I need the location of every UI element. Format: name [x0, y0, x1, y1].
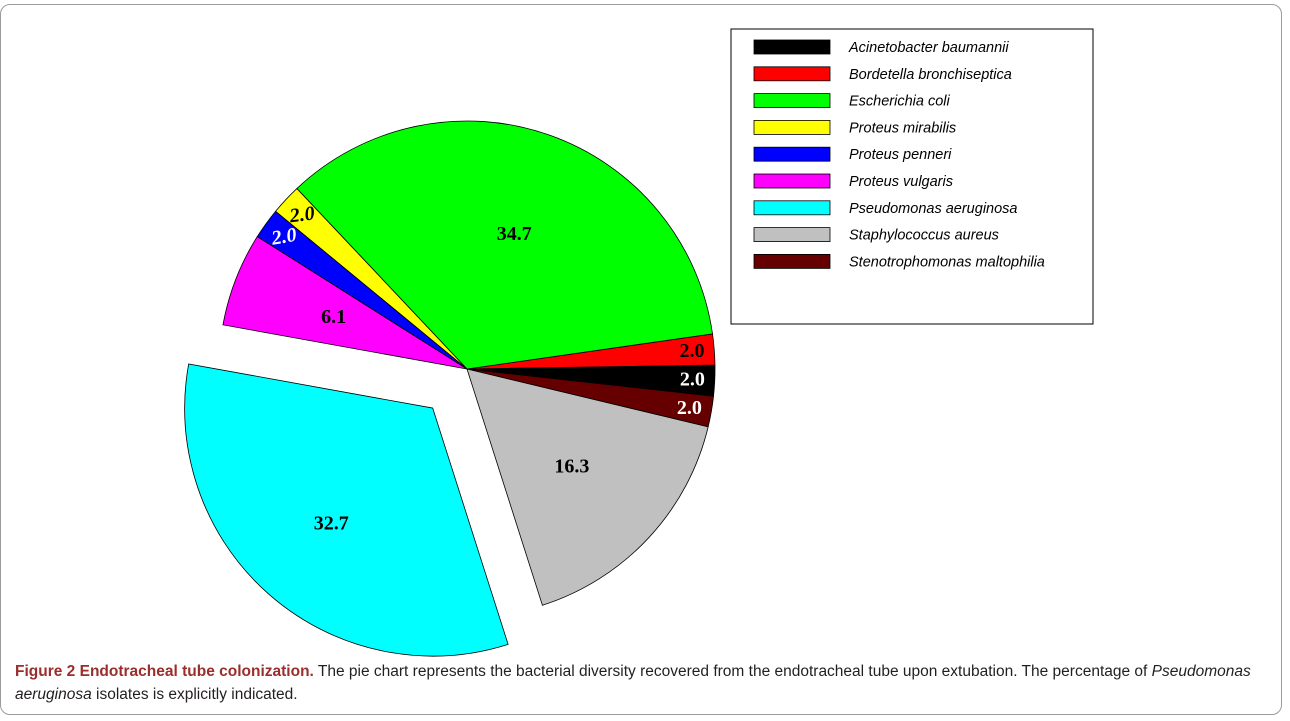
- legend-label-stenotrophomonas-maltophilia: Stenotrophomonas maltophilia: [849, 254, 1045, 270]
- pie-slice-labels: 2.02.02.034.72.02.06.132.716.3: [269, 202, 705, 534]
- legend-swatch-proteus-vulgaris: [753, 173, 831, 189]
- slice-value-label-staphylococcus-aureus: 16.3: [554, 455, 589, 477]
- legend-swatch-acinetobacter-baumannii: [753, 39, 831, 55]
- pie-slice-escherichia-coli: [296, 120, 713, 370]
- figure-frame: 2.0 2.0 2.0 34.7 2.0 2.0 6.1 32.7 16.3 Acinetoba…: [0, 4, 1282, 715]
- legend-label-escherichia-coli: Escherichia coli: [849, 94, 951, 110]
- figure-caption: Figure 2 Endotracheal tube colonization.…: [15, 660, 1277, 706]
- legend-swatch-escherichia-coli: [753, 93, 831, 108]
- slice-value-label-proteus-mirabilis: 2.0: [287, 202, 316, 227]
- legend-swatch-proteus-mirabilis: [753, 120, 831, 135]
- legend-swatch-stenotrophomonas-maltophilia: [753, 253, 831, 269]
- legend-label-proteus-mirabilis: Proteus mirabilis: [849, 120, 956, 136]
- legend-swatch-proteus-penneri: [753, 146, 831, 162]
- legend-label-bordetella-bronchiseptica: Bordetella bronchiseptica: [849, 67, 1012, 83]
- slice-value-label-pseudomonas-aeruginosa: 32.7: [314, 513, 349, 535]
- caption-text-after: isolates is explicitly indicated.: [96, 686, 298, 703]
- legend-swatch-bordetella-bronchiseptica: [753, 66, 831, 82]
- slice-value-label-proteus-vulgaris: 6.1: [321, 306, 346, 328]
- legend-swatch-pseudomonas-aeruginosa: [753, 200, 831, 216]
- pie-slice-pseudomonas-aeruginosa: [184, 363, 509, 657]
- legend-label-proteus-vulgaris: Proteus vulgaris: [849, 174, 953, 190]
- pie-chart: 2.02.02.034.72.02.06.132.716.3 Acinetoba…: [184, 28, 1094, 657]
- legend-items: Acinetobacter baumannii Bordetella bronch…: [753, 39, 1045, 270]
- pie-slice-proteus-vulgaris: [222, 236, 468, 370]
- legend: Acinetobacter baumannii Bordetella bronch…: [730, 28, 1094, 325]
- caption-label: Figure 2: [15, 663, 76, 680]
- slice-value-label-stenotrophomonas-maltophilia: 2.0: [677, 397, 702, 419]
- caption-text-before: The pie chart represents the bacterial d…: [317, 663, 1148, 680]
- legend-label-staphylococcus-aureus: Staphylococcus aureus: [849, 228, 999, 244]
- slice-value-label-bordetella-bronchiseptica: 2.0: [679, 340, 704, 362]
- legend-label-proteus-penneri: Proteus penneri: [849, 147, 952, 163]
- pie-slices: [184, 120, 716, 657]
- caption-title: Endotracheal tube colonization.: [79, 663, 314, 680]
- slice-value-label-proteus-penneri: 2.0: [269, 224, 298, 250]
- legend-label-pseudomonas-aeruginosa: Pseudomonas aeruginosa: [849, 201, 1017, 217]
- legend-label-acinetobacter-baumannii: Acinetobacter baumannii: [848, 40, 1009, 56]
- slice-value-label-acinetobacter-baumannii: 2.0: [680, 369, 705, 391]
- slice-value-label-escherichia-coli: 34.7: [497, 223, 532, 245]
- caption-italic-species: Pseudomonas aeruginosa: [15, 663, 1251, 703]
- pie-slice-staphylococcus-aureus: [466, 368, 709, 606]
- legend-swatch-staphylococcus-aureus: [753, 227, 831, 243]
